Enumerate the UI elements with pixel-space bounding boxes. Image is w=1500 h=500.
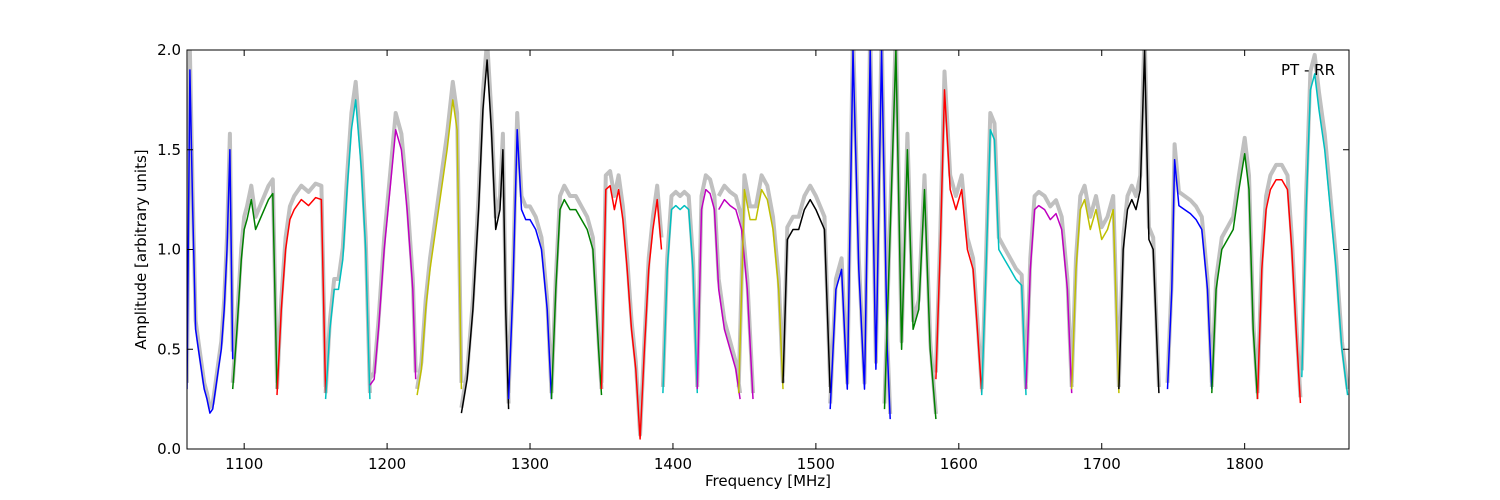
y-tick-label: 1.0 <box>157 241 181 259</box>
series-line-21 <box>1070 198 1120 394</box>
series-line-5 <box>369 129 417 386</box>
series-line-8 <box>507 129 553 400</box>
series-line-26 <box>1301 73 1349 396</box>
x-tick-label: 1700 <box>1083 455 1121 473</box>
series-line-9 <box>550 198 603 400</box>
series-line-20 <box>1025 204 1073 394</box>
series-line-25 <box>1256 178 1302 404</box>
series-line-19 <box>980 129 1027 396</box>
series-line-7 <box>460 59 510 414</box>
annotation-label: PT - RR <box>1281 61 1335 79</box>
x-tick-label: 1300 <box>511 455 549 473</box>
series-line-1 <box>187 69 234 414</box>
x-tick-label: 1100 <box>225 455 263 473</box>
y-axis-label: Amplitude [arbitrary units] <box>132 149 150 349</box>
series-line-10 <box>600 184 663 440</box>
x-tick-label: 1200 <box>368 455 406 473</box>
series-layer <box>187 50 1349 440</box>
series-line-17 <box>883 50 937 420</box>
x-axis-label: Frequency [MHz] <box>705 472 831 490</box>
series-line-12 <box>696 188 741 400</box>
series-line-15 <box>782 198 831 394</box>
y-tick-label: 1.5 <box>157 141 181 159</box>
series-line-24 <box>1211 152 1259 400</box>
series-line-22 <box>1118 50 1160 394</box>
x-tick-label: 1800 <box>1226 455 1264 473</box>
x-tick-label: 1400 <box>654 455 692 473</box>
y-tick-label: 2.0 <box>157 41 181 59</box>
series-line-4 <box>324 99 371 400</box>
x-tick-label: 1600 <box>940 455 978 473</box>
series-line-3 <box>276 196 327 396</box>
y-tick-label: 0.0 <box>157 440 181 458</box>
x-tick-label: 1500 <box>797 455 835 473</box>
series-line-6 <box>416 99 463 396</box>
series-line-23 <box>1166 158 1213 390</box>
series-line-18 <box>935 89 983 394</box>
series-line-16 <box>829 50 891 420</box>
series-line-11 <box>662 204 699 394</box>
series-line-2 <box>231 192 278 390</box>
ticks-layer: 1100 1200 1300 1400 1500 1600 1700 1800 0.0 0.5 1.… <box>157 41 1349 473</box>
y-tick-label: 0.5 <box>157 340 181 358</box>
series-line-14 <box>737 188 784 394</box>
series-line-13 <box>718 198 754 400</box>
